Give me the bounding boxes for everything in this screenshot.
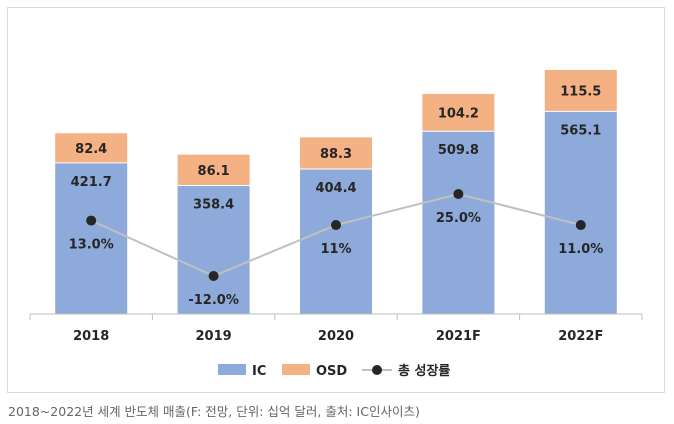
label-osd-2020: 88.3	[320, 147, 352, 162]
chart-svg: 82.4 421.7 2018 86.1 358.4 2019 88.3 404.4 2020 1…	[29, 70, 643, 379]
bar-osd-2021F	[422, 93, 495, 132]
growth-marker-2018	[86, 215, 97, 226]
label-osd-2021F: 104.2	[438, 107, 479, 122]
chart-caption: 2018~2022년 세계 반도체 매출(F: 전망, 단위: 십억 달러, 출…	[8, 404, 420, 419]
bar-osd-2018	[55, 133, 128, 163]
label-ic-2019: 358.4	[193, 198, 234, 213]
bar-ic-2019	[177, 185, 250, 314]
label-ic-2021F: 509.8	[438, 143, 479, 158]
growth-label-2021F: 25.0%	[436, 211, 481, 226]
label-osd-2018: 82.4	[75, 142, 107, 157]
growth-label-2019: -12.0%	[188, 293, 239, 308]
bar-osd-2019	[177, 154, 250, 186]
legend-marker-growth	[372, 365, 382, 375]
bar-osd-2022F	[544, 70, 617, 112]
x-tick-label-2022F: 2022F	[558, 329, 603, 344]
label-ic-2018: 421.7	[71, 175, 112, 190]
bar-ic-2020	[300, 169, 372, 314]
x-tick-label-2021F: 2021F	[436, 329, 481, 344]
legend-swatch-osd	[282, 364, 310, 375]
chart-frame: 82.4 421.7 2018 86.1 358.4 2019 88.3 404.4 2020 1…	[7, 7, 665, 393]
label-ic-2022F: 565.1	[560, 123, 601, 138]
x-tick-label-2019: 2019	[196, 329, 232, 344]
growth-marker-2022F	[575, 220, 586, 231]
x-tick-label-2018: 2018	[73, 329, 109, 344]
growth-marker-2020	[331, 220, 341, 231]
label-ic-2020: 404.4	[315, 181, 356, 196]
bar-ic-2018	[55, 162, 128, 314]
growth-label-2022F: 11.0%	[558, 242, 603, 257]
label-osd-2022F: 115.5	[560, 85, 601, 100]
bar-osd-2020	[300, 137, 372, 170]
legend-label-osd: OSD	[316, 364, 347, 379]
label-osd-2019: 86.1	[198, 164, 230, 179]
growth-marker-2021F	[453, 189, 464, 199]
bar-ic-2022F	[544, 111, 617, 314]
bar-ic-2021F	[422, 131, 495, 314]
legend-label-growth: 총 성장률	[398, 363, 450, 379]
growth-label-2020: 11%	[320, 242, 351, 257]
x-tick-label-2020: 2020	[318, 329, 354, 344]
growth-label-2018: 13.0%	[69, 238, 114, 253]
growth-marker-2019	[208, 271, 219, 281]
legend-swatch-ic	[218, 364, 246, 375]
legend-label-ic: IC	[252, 364, 266, 379]
